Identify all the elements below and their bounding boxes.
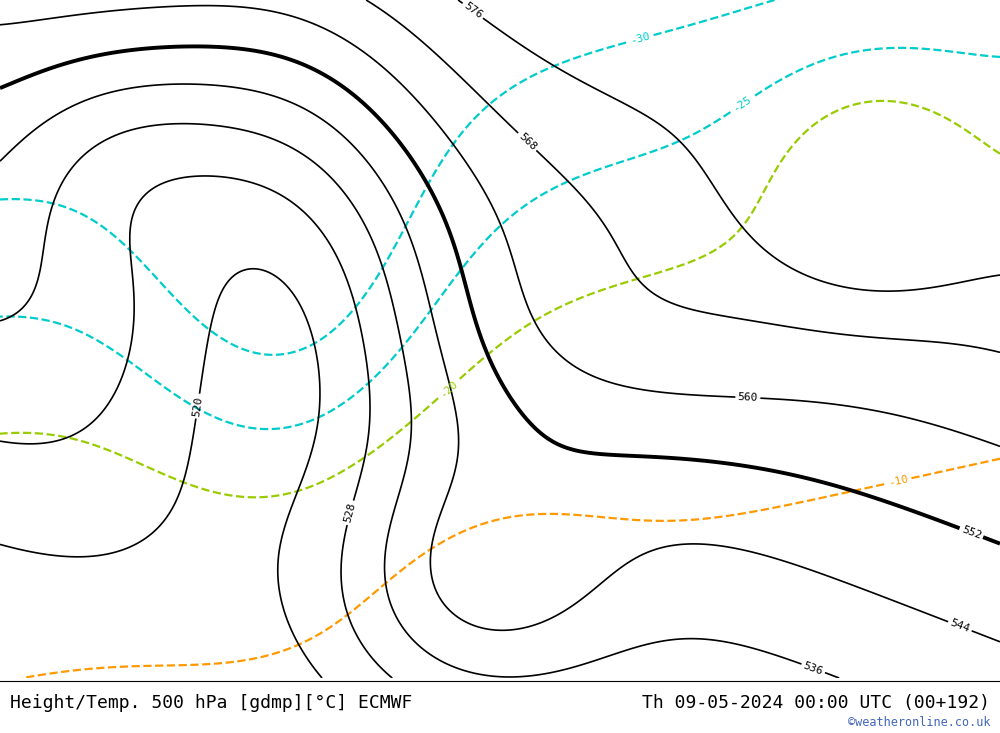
Text: -20: -20 — [438, 378, 459, 399]
Text: 576: 576 — [462, 1, 484, 21]
Text: 552: 552 — [960, 524, 983, 541]
Text: Th 09-05-2024 00:00 UTC (00+192): Th 09-05-2024 00:00 UTC (00+192) — [642, 693, 990, 712]
Text: -30: -30 — [628, 32, 651, 46]
Text: 536: 536 — [802, 660, 824, 677]
Text: 520: 520 — [191, 395, 204, 417]
Text: 560: 560 — [738, 392, 758, 403]
Text: ©weatheronline.co.uk: ©weatheronline.co.uk — [848, 715, 990, 729]
Text: -25: -25 — [731, 95, 753, 114]
Text: Height/Temp. 500 hPa [gdmp][°C] ECMWF: Height/Temp. 500 hPa [gdmp][°C] ECMWF — [10, 693, 412, 712]
Text: 528: 528 — [343, 501, 358, 524]
Text: 544: 544 — [949, 618, 971, 635]
Text: 568: 568 — [516, 131, 538, 152]
Text: -10: -10 — [887, 474, 909, 488]
